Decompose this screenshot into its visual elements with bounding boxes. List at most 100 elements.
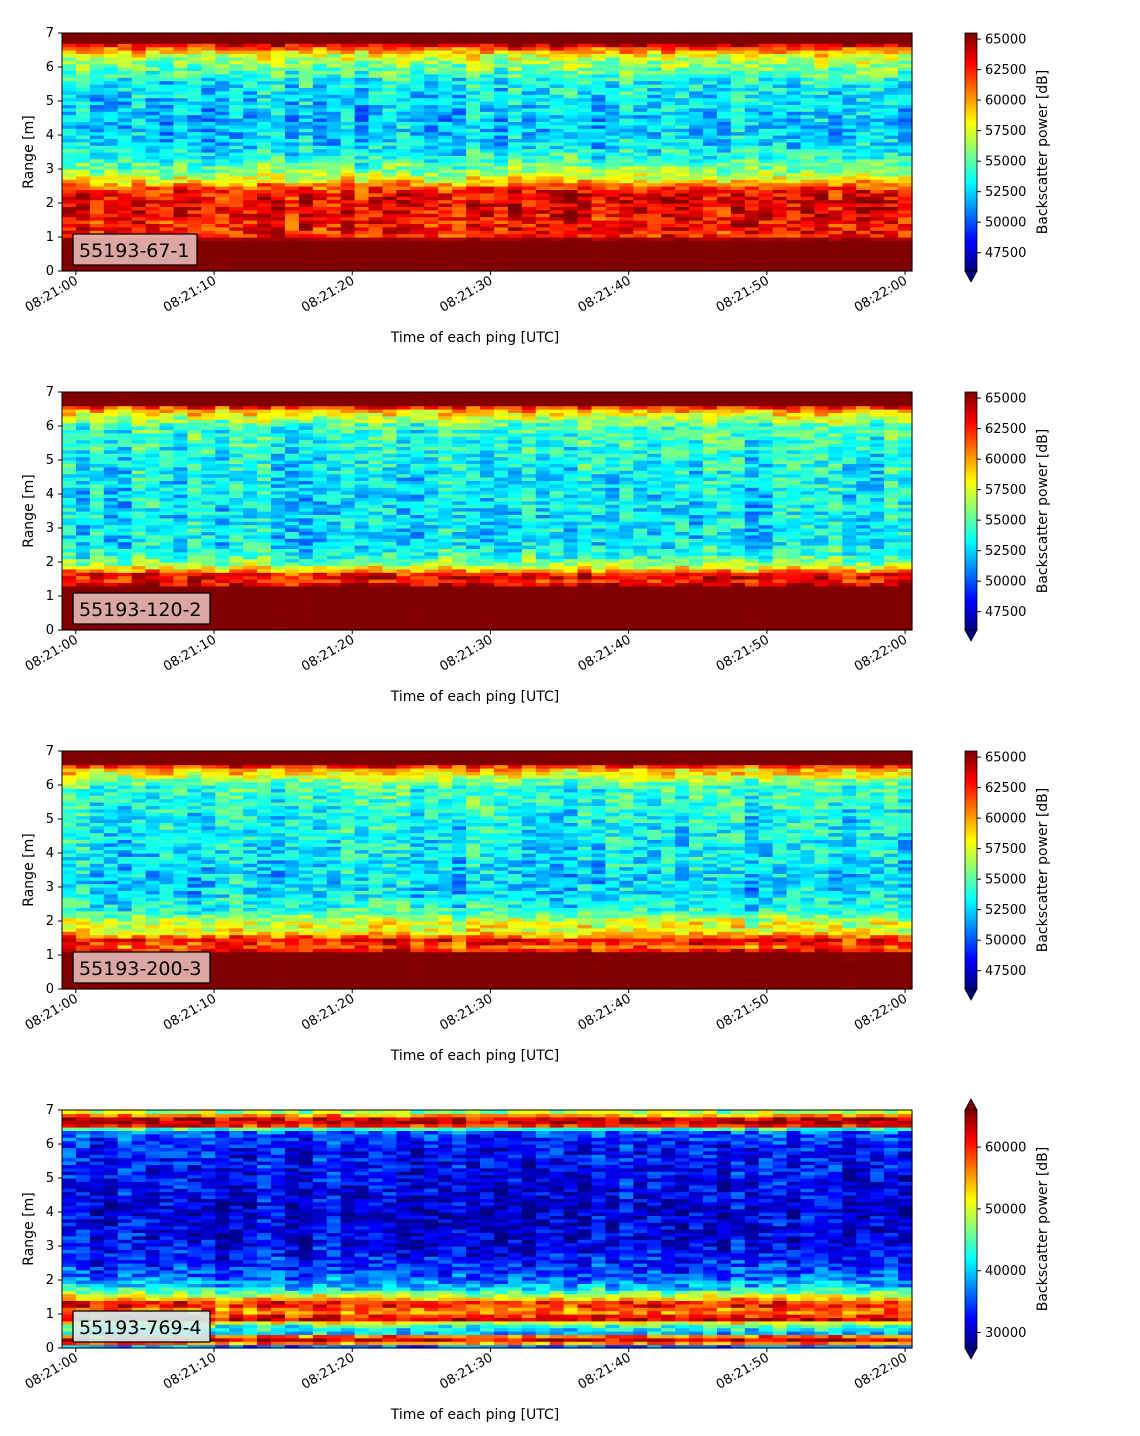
colorbar-tick-label: 47500 xyxy=(985,605,1026,620)
y-tick-label: 1 xyxy=(46,230,54,245)
x-tick-label: 08:21:20 xyxy=(299,991,357,1033)
y-tick-label: 7 xyxy=(46,1103,54,1118)
colorbar-tick-label: 55000 xyxy=(985,514,1026,529)
heatmap-cells xyxy=(62,751,913,990)
heatmap-cells xyxy=(62,1110,913,1349)
x-tick-label: 08:21:40 xyxy=(576,1350,634,1392)
colorbar-label: Backscatter power [dB] xyxy=(1035,1147,1051,1312)
x-tick-label: 08:21:40 xyxy=(576,273,634,315)
colorbar-tick-label: 62500 xyxy=(985,63,1026,78)
colorbar-tick-label: 30000 xyxy=(985,1326,1026,1341)
heatmap-panel-2: 0 1 2 3 4 5 6 7 08:21:00 08:21:10 08:21:20 08:21:30… xyxy=(21,385,1051,705)
colorbar-tick-label: 62500 xyxy=(985,422,1026,437)
x-tick-label: 08:21:20 xyxy=(299,273,357,315)
colorbar-tick-label: 40000 xyxy=(985,1264,1026,1279)
x-tick-label: 08:22:00 xyxy=(852,273,910,315)
panel-label-box xyxy=(72,951,211,984)
x-tick-label: 08:21:40 xyxy=(576,991,634,1033)
colorbar-tick-label: 65000 xyxy=(985,33,1026,48)
y-tick-label: 0 xyxy=(46,1341,54,1356)
x-tick-label: 08:22:00 xyxy=(852,632,910,674)
heatmap-panel-3: 0 1 2 3 4 5 6 7 08:21:00 08:21:10 08:21:20 08:21:30… xyxy=(21,744,1051,1064)
colorbar-tick-label: 57500 xyxy=(985,842,1026,857)
heatmap-cells xyxy=(62,33,913,272)
colorbar-tick-label: 50000 xyxy=(985,934,1026,949)
y-tick-label: 6 xyxy=(46,419,54,434)
y-tick-label: 7 xyxy=(46,26,54,41)
y-axis-label: Range [m] xyxy=(21,1192,37,1265)
panel-label-box xyxy=(72,592,211,625)
y-tick-label: 4 xyxy=(46,846,54,861)
x-tick-label: 08:21:00 xyxy=(23,1350,81,1392)
colorbar-tick-label: 55000 xyxy=(985,155,1026,170)
colorbar: 47500 50000 52500 55000 57500 60000 62500 65000… xyxy=(964,391,1051,642)
y-tick-label: 2 xyxy=(46,196,54,211)
colorbar-tick-label: 57500 xyxy=(985,124,1026,139)
y-tick-label: 2 xyxy=(46,914,54,929)
colorbar: 47500 50000 52500 55000 57500 60000 62500 65000… xyxy=(964,32,1051,283)
colorbar-tick-label: 52500 xyxy=(985,544,1026,559)
y-axis-label: Range [m] xyxy=(21,115,37,188)
y-tick-label: 7 xyxy=(46,744,54,759)
y-tick-label: 3 xyxy=(46,1239,54,1254)
x-tick-label: 08:21:00 xyxy=(23,991,81,1033)
colorbar-extend-min xyxy=(964,629,978,642)
y-tick-label: 3 xyxy=(46,521,54,536)
y-tick-label: 5 xyxy=(46,94,54,109)
y-tick-label: 1 xyxy=(46,948,54,963)
y-tick-label: 2 xyxy=(46,555,54,570)
y-tick-label: 0 xyxy=(46,982,54,997)
panel-label-box xyxy=(72,233,198,266)
colorbar-extend-max xyxy=(964,1098,978,1111)
x-tick-label: 08:21:00 xyxy=(23,273,81,315)
y-tick-label: 4 xyxy=(46,1205,54,1220)
colorbar-label: Backscatter power [dB] xyxy=(1035,429,1051,594)
colorbar-tick-label: 52500 xyxy=(985,185,1026,200)
y-tick-label: 3 xyxy=(46,880,54,895)
y-tick-label: 6 xyxy=(46,1137,54,1152)
y-tick-label: 2 xyxy=(46,1273,54,1288)
y-tick-label: 0 xyxy=(46,623,54,638)
y-tick-label: 6 xyxy=(46,778,54,793)
colorbar-label: Backscatter power [dB] xyxy=(1035,788,1051,953)
colorbar-tick-label: 60000 xyxy=(985,1141,1026,1156)
y-tick-label: 4 xyxy=(46,128,54,143)
y-axis-label: Range [m] xyxy=(21,474,37,547)
x-tick-label: 08:22:00 xyxy=(852,1350,910,1392)
panel-label-box xyxy=(72,1310,211,1343)
colorbar: 47500 50000 52500 55000 57500 60000 62500 65000… xyxy=(964,750,1051,1001)
panel-label: 55193-769-4 xyxy=(79,1317,202,1339)
x-tick-label: 08:21:30 xyxy=(437,632,495,674)
x-axis-label: Time of each ping [UTC] xyxy=(390,330,560,346)
plot-frame xyxy=(61,750,913,990)
colorbar-label: Backscatter power [dB] xyxy=(1035,70,1051,235)
x-tick-label: 08:21:30 xyxy=(437,1350,495,1392)
x-tick-label: 08:21:50 xyxy=(714,1350,772,1392)
colorbar-extend-min xyxy=(964,988,978,1001)
plot-frame xyxy=(61,32,913,272)
x-tick-label: 08:21:30 xyxy=(437,991,495,1033)
colorbar-tick-label: 60000 xyxy=(985,812,1026,827)
colorbar-tick-label: 62500 xyxy=(985,781,1026,796)
heatmap-panel-1: 0 1 2 3 4 5 6 7 08:21:00 08:21:10 08:21:20 08:21:30… xyxy=(21,26,1051,346)
colorbar-tick-label: 47500 xyxy=(985,964,1026,979)
x-tick-label: 08:21:10 xyxy=(161,991,219,1033)
colorbar-tick-label: 57500 xyxy=(985,483,1026,498)
y-tick-label: 1 xyxy=(46,589,54,604)
x-tick-label: 08:21:50 xyxy=(714,632,772,674)
y-tick-label: 3 xyxy=(46,162,54,177)
colorbar-tick-label: 50000 xyxy=(985,575,1026,590)
colorbar-tick-label: 65000 xyxy=(985,392,1026,407)
x-tick-label: 08:22:00 xyxy=(852,991,910,1033)
x-tick-label: 08:21:10 xyxy=(161,1350,219,1392)
x-tick-label: 08:21:30 xyxy=(437,273,495,315)
x-axis-label: Time of each ping [UTC] xyxy=(390,689,560,705)
y-tick-label: 0 xyxy=(46,264,54,279)
x-tick-label: 08:21:10 xyxy=(161,632,219,674)
x-tick-label: 08:21:50 xyxy=(714,991,772,1033)
colorbar-extend-min xyxy=(964,1347,978,1360)
colorbar-tick-label: 60000 xyxy=(985,94,1026,109)
colorbar-tick-label: 55000 xyxy=(985,873,1026,888)
panel-label: 55193-120-2 xyxy=(79,599,202,621)
y-axis-label: Range [m] xyxy=(21,833,37,906)
